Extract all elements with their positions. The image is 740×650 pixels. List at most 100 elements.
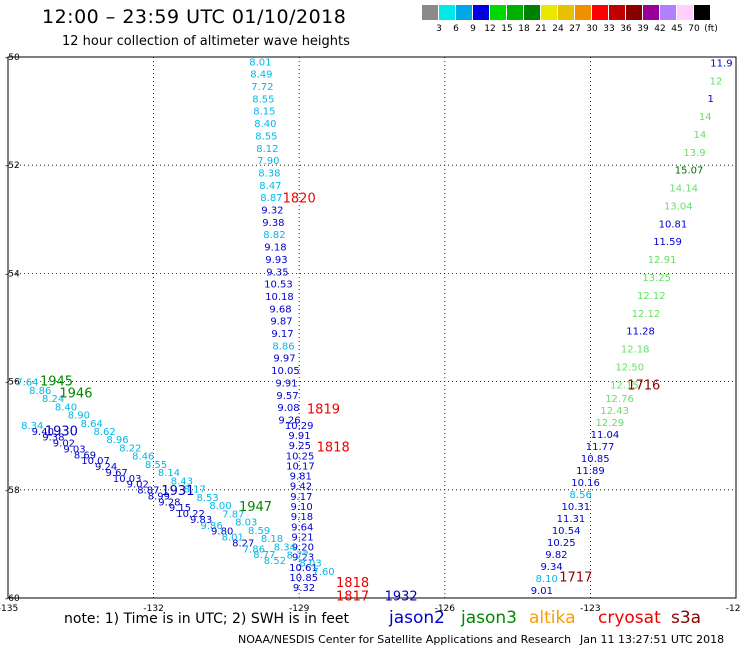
legend-label: 33 <box>603 24 615 34</box>
wave-height-point: 13.9 <box>683 148 705 159</box>
wave-height-point: 9.83 <box>190 515 212 526</box>
wave-height-point: 10.03 <box>113 474 142 485</box>
legend-swatch <box>422 5 438 20</box>
credit-line: NOAA/NESDIS Center for Satellite Applica… <box>238 633 572 646</box>
wave-height-point: 9.42 <box>290 482 312 493</box>
wave-height-point: 9.20 <box>292 543 314 554</box>
wave-height-point: 10.61 <box>289 563 318 574</box>
wave-height-point: 9.91 <box>275 378 297 389</box>
legend-label: 9 <box>470 24 476 34</box>
wave-height-point: 10.16 <box>571 478 600 489</box>
wave-height-point: 8.86 <box>29 386 51 397</box>
wave-height-point: 12.43 <box>600 406 629 417</box>
wave-height-point: 8.53 <box>196 493 218 504</box>
y-tick-label: -56 <box>5 378 20 388</box>
wave-height-point: 10.53 <box>264 280 293 291</box>
wave-height-point: 9.28 <box>158 497 180 508</box>
satellite-name-s3a: s3a <box>671 608 702 628</box>
legend-label: 42 <box>654 24 666 34</box>
wave-height-point: 12.29 <box>595 418 624 429</box>
wave-height-point: 9.02 <box>53 439 75 450</box>
wave-height-point: 8.55 <box>145 460 167 471</box>
wave-height-point: 10.07 <box>81 456 110 467</box>
wave-height-point: 14.14 <box>669 184 698 195</box>
legend-label: 12 <box>484 24 496 34</box>
wave-height-point: 9.64 <box>291 522 313 533</box>
chart-title: 12:00 – 23:59 UTC 01/10/2018 <box>42 6 347 28</box>
satellite-name-altika: altika <box>529 608 576 628</box>
wave-height-point: 9.32 <box>293 583 315 594</box>
wave-height-point: 8.27 <box>232 538 254 549</box>
wave-height-point: 9.68 <box>269 304 291 315</box>
wave-height-point: 9.81 <box>290 472 312 483</box>
x-tick-label: -129 <box>289 604 310 614</box>
wave-height-point: 8.38 <box>258 168 280 179</box>
wave-height-point: 9.01 <box>531 586 553 597</box>
wave-height-point: 9.38 <box>42 433 64 444</box>
wave-height-point: 11.28 <box>626 327 655 338</box>
satellite-name-jason2: jason2 <box>389 608 445 628</box>
pass-time-label: 1819 <box>307 403 340 418</box>
wave-height-point: 9.93 <box>265 255 287 266</box>
wave-height-point: 7.87 <box>222 509 244 520</box>
wave-height-point: 1 <box>707 94 713 105</box>
wave-height-point: 9.08 <box>277 403 299 414</box>
satellite-name-jason3: jason3 <box>461 608 517 628</box>
wave-height-point: 8.03 <box>299 559 321 570</box>
wave-height-point: 10.18 <box>265 292 294 303</box>
legend-label: 36 <box>620 24 632 34</box>
wave-height-point: 8.77 <box>287 550 309 561</box>
wave-height-point: 8.22 <box>119 443 141 454</box>
wave-height-point: 11.89 <box>576 466 605 477</box>
x-tick-label: -120 <box>726 604 740 614</box>
wave-height-point: 9.86 <box>200 521 222 532</box>
legend-swatch <box>575 5 591 20</box>
legend-label: 3 <box>436 24 442 34</box>
x-tick-label: -123 <box>580 604 600 614</box>
wave-height-point: 8.15 <box>253 107 275 118</box>
wave-height-point: 13.25 <box>642 273 671 284</box>
wave-height-point: 9.57 <box>276 391 298 402</box>
wave-height-point: 9.17 <box>290 492 312 503</box>
y-tick-label: -60 <box>5 594 20 604</box>
wave-height-point: 12.12 <box>637 291 666 302</box>
generation-timestamp: Jan 11 13:27:51 UTC 2018 <box>580 633 725 646</box>
legend-swatch <box>558 5 574 20</box>
legend-swatch <box>626 5 642 20</box>
wave-height-point: 10.05 <box>271 366 300 377</box>
wave-height-point: 8.99 <box>148 491 170 502</box>
wave-height-point: 7.60 <box>312 567 334 578</box>
legend-swatch <box>694 5 710 20</box>
wave-height-point: 9.18 <box>264 243 286 254</box>
wave-height-point: 10.25 <box>286 451 315 462</box>
pass-time-label: 1932 <box>385 589 418 604</box>
x-tick-label: -132 <box>143 604 163 614</box>
wave-height-point: 11.04 <box>591 430 620 441</box>
wave-height-point: 9.67 <box>106 468 128 479</box>
wave-height-point: 7.64 <box>16 378 38 389</box>
footer-note: note: 1) Time is in UTC; 2) SWH is in fe… <box>64 611 350 627</box>
wave-height-point: 8.43 <box>171 476 193 487</box>
wave-height-point: 9.26 <box>278 415 300 426</box>
wave-height-point: 8.87 <box>137 486 159 497</box>
wave-height-point: 8.69 <box>74 450 96 461</box>
y-tick-label: -54 <box>5 269 20 279</box>
wave-height-point: 9.18 <box>291 512 313 523</box>
pass-time-label: 1947 <box>239 500 272 515</box>
legend-swatch <box>541 5 557 20</box>
wave-height-point: 8.56 <box>570 490 592 501</box>
pass-time-label: 1818 <box>317 441 350 456</box>
wave-height-point: 15.07 <box>675 166 704 177</box>
wave-height-point: 12.15 <box>610 380 639 391</box>
wave-height-point: 8.52 <box>264 556 286 567</box>
wave-height-point: 8.14 <box>158 468 180 479</box>
legend-swatch <box>609 5 625 20</box>
wave-height-point: 8.03 <box>235 518 257 529</box>
chart-subtitle: 12 hour collection of altimeter wave hei… <box>62 34 350 49</box>
wave-height-point: 8.59 <box>248 526 270 537</box>
legend-swatch <box>490 5 506 20</box>
wave-height-point: 12.76 <box>605 394 634 405</box>
x-tick-label: -135 <box>0 604 18 614</box>
legend-label: 6 <box>453 24 459 34</box>
